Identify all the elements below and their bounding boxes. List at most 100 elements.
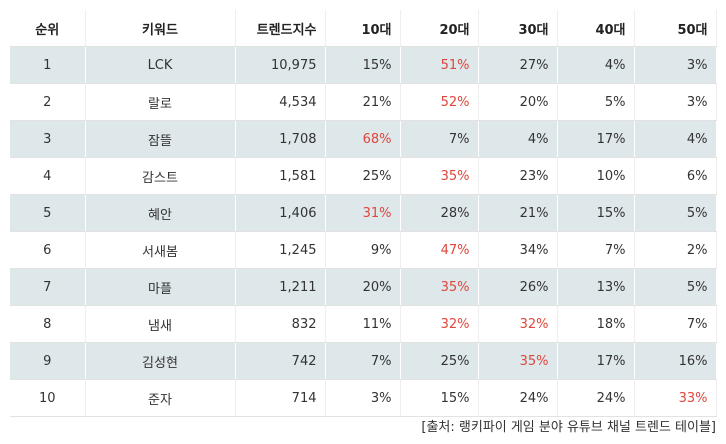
table-cell: 52% [400,83,479,121]
table-cell: 6 [10,231,86,269]
table-cell: 15% [400,379,479,417]
table-cell: 마플 [85,268,236,306]
table-cell: 25% [325,157,401,195]
table-cell: 서새봄 [85,231,236,269]
table-cell: LCK [85,46,236,84]
table-cell: 27% [478,46,558,84]
table-cell: 1,581 [235,157,326,195]
table-row: 3 잠뜰 1,708 68% 7% 4% 17% 4% [10,120,717,158]
table-cell: 714 [235,379,326,417]
table-cell: 23% [478,157,558,195]
header-cell: 순위 [10,10,86,47]
header-cell: 20대 [400,10,479,47]
table-cell: 1 [10,46,86,84]
table-cell: 10,975 [235,46,326,84]
table-cell: 742 [235,342,326,380]
table-cell: 33% [634,379,717,417]
table-cell: 2 [10,83,86,121]
table-cell: 16% [634,342,717,380]
table-row: 6 서새봄 1,245 9% 47% 34% 7% 2% [10,231,717,269]
table-cell: 김성현 [85,342,236,380]
table-cell: 24% [557,379,635,417]
header-cell: 10대 [325,10,401,47]
table-cell: 4,534 [235,83,326,121]
table-cell: 7% [325,342,401,380]
table-cell: 15% [325,46,401,84]
table-cell: 32% [478,305,558,343]
table-cell: 3% [325,379,401,417]
table-cell: 35% [478,342,558,380]
table-row: 5 혜안 1,406 31% 28% 21% 15% 5% [10,194,717,232]
table-cell: 잠뜰 [85,120,236,158]
table-row: 1 LCK 10,975 15% 51% 27% 4% 3% [10,46,717,84]
table-cell: 6% [634,157,717,195]
table-cell: 47% [400,231,479,269]
header-cell: 키워드 [85,10,236,47]
table-cell: 5% [557,83,635,121]
table-cell: 25% [400,342,479,380]
header-row: 순위 키워드 트렌드지수 10대 20대 30대 40대 50대 [10,10,717,47]
table-row: 10 준자 714 3% 15% 24% 24% 33% [10,379,717,417]
table-cell: 3% [634,46,717,84]
table-cell: 2% [634,231,717,269]
table-cell: 3% [634,83,717,121]
table-cell: 7% [400,120,479,158]
table-cell: 35% [400,157,479,195]
table-cell: 13% [557,268,635,306]
table-cell: 21% [325,83,401,121]
header-cell: 50대 [634,10,717,47]
table-cell: 18% [557,305,635,343]
table-section: 순위 키워드 트렌드지수 10대 20대 30대 40대 50대 [10,10,717,47]
header-cell: 40대 [557,10,635,47]
table-cell: 24% [478,379,558,417]
table-cell: 832 [235,305,326,343]
table-row: 9 김성현 742 7% 25% 35% 17% 16% [10,342,717,380]
table-cell: 20% [325,268,401,306]
table-cell: 5 [10,194,86,232]
header-cell: 30대 [478,10,558,47]
table-cell: 28% [400,194,479,232]
table-cell: 9% [325,231,401,269]
table-cell: 4% [478,120,558,158]
table-cell: 10 [10,379,86,417]
table-cell: 4% [557,46,635,84]
table-cell: 1,245 [235,231,326,269]
table-row: 4 감스트 1,581 25% 35% 23% 10% 6% [10,157,717,195]
table-cell: 4% [634,120,717,158]
table-cell: 31% [325,194,401,232]
table-section: 1 LCK 10,975 15% 51% 27% 4% 3% 2 랄로 4,534 21% 52% 20… [10,46,717,417]
table-cell: 34% [478,231,558,269]
table-cell: 20% [478,83,558,121]
table-cell: 감스트 [85,157,236,195]
table-cell: 17% [557,342,635,380]
table-cell: 10% [557,157,635,195]
table-cell: 51% [400,46,479,84]
table-cell: 1,708 [235,120,326,158]
table-cell: 35% [400,268,479,306]
trend-table: 순위 키워드 트렌드지수 10대 20대 30대 40대 50대 1 LCK 10,975 15% 5… [10,10,717,417]
table-cell: 11% [325,305,401,343]
table-cell: 26% [478,268,558,306]
table-row: 8 냄새 832 11% 32% 32% 18% 7% [10,305,717,343]
table-wrap: 순위 키워드 트렌드지수 10대 20대 30대 40대 50대 1 LCK 10,975 15% 5… [10,10,717,417]
table-cell: 9 [10,342,86,380]
table-cell: 68% [325,120,401,158]
table-row: 7 마플 1,211 20% 35% 26% 13% 5% [10,268,717,306]
table-cell: 1,211 [235,268,326,306]
table-cell: 15% [557,194,635,232]
table-cell: 1,406 [235,194,326,232]
table-cell: 7 [10,268,86,306]
table-cell: 7% [634,305,717,343]
table-cell: 21% [478,194,558,232]
table-cell: 5% [634,194,717,232]
table-cell: 4 [10,157,86,195]
table-cell: 5% [634,268,717,306]
source-note: [출처: 랭키파이 게임 분야 유튜브 채널 트렌드 테이블] [421,420,716,435]
table-cell: 랄로 [85,83,236,121]
table-cell: 17% [557,120,635,158]
table-row: 2 랄로 4,534 21% 52% 20% 5% 3% [10,83,717,121]
table-cell: 8 [10,305,86,343]
table-cell: 준자 [85,379,236,417]
table-cell: 혜안 [85,194,236,232]
